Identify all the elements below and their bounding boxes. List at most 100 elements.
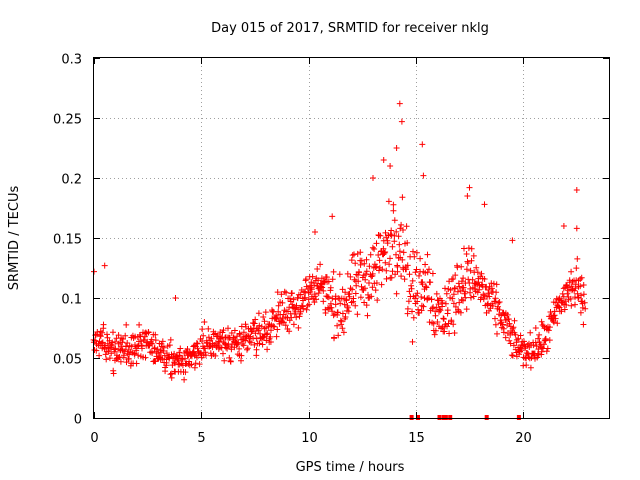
data-point bbox=[137, 338, 144, 345]
data-point bbox=[395, 233, 402, 240]
data-point bbox=[544, 345, 551, 352]
data-point bbox=[485, 290, 492, 297]
data-point bbox=[264, 330, 271, 337]
data-point bbox=[139, 345, 145, 352]
data-point bbox=[177, 345, 184, 352]
data-point bbox=[462, 294, 469, 301]
data-point bbox=[346, 293, 353, 300]
data-point bbox=[119, 339, 126, 346]
data-point bbox=[160, 344, 167, 351]
data-point bbox=[224, 345, 231, 352]
data-point bbox=[580, 321, 587, 328]
data-point bbox=[123, 321, 130, 328]
zero-value-point bbox=[443, 415, 448, 420]
data-point bbox=[99, 339, 106, 346]
data-point bbox=[368, 273, 375, 280]
data-point bbox=[345, 308, 352, 315]
data-point bbox=[423, 284, 430, 291]
data-point bbox=[318, 283, 325, 290]
data-point bbox=[385, 198, 392, 205]
data-point bbox=[492, 315, 498, 322]
data-point bbox=[387, 255, 393, 262]
data-point bbox=[396, 241, 403, 248]
data-point bbox=[550, 319, 557, 326]
data-point bbox=[273, 314, 280, 321]
data-point bbox=[400, 227, 406, 233]
data-point bbox=[273, 333, 280, 340]
data-point bbox=[463, 306, 470, 313]
data-point bbox=[473, 264, 480, 271]
data-point bbox=[428, 296, 435, 303]
data-point bbox=[357, 261, 364, 268]
data-point bbox=[502, 334, 509, 341]
data-point bbox=[237, 331, 244, 338]
data-point bbox=[291, 305, 298, 312]
data-point bbox=[300, 305, 307, 312]
data-point bbox=[413, 266, 420, 273]
data-point bbox=[460, 275, 467, 282]
data-point bbox=[194, 340, 201, 347]
data-point bbox=[538, 348, 545, 355]
data-point bbox=[347, 273, 354, 280]
data-point bbox=[551, 308, 558, 315]
data-point bbox=[171, 359, 178, 366]
data-point bbox=[171, 360, 178, 367]
data-point bbox=[298, 302, 305, 309]
data-point bbox=[366, 263, 373, 270]
data-point bbox=[295, 324, 302, 331]
data-point bbox=[248, 339, 254, 346]
data-point bbox=[401, 276, 408, 283]
data-point bbox=[334, 309, 341, 316]
data-point bbox=[378, 281, 385, 288]
data-point bbox=[440, 315, 447, 322]
data-point bbox=[552, 315, 559, 322]
data-point bbox=[348, 257, 355, 264]
data-point bbox=[329, 213, 336, 220]
data-point bbox=[418, 294, 425, 300]
data-point bbox=[261, 318, 268, 325]
data-point bbox=[481, 201, 488, 208]
data-point bbox=[581, 299, 588, 306]
data-point bbox=[543, 348, 550, 355]
data-point bbox=[437, 307, 444, 314]
data-point bbox=[460, 284, 467, 291]
data-point bbox=[389, 268, 396, 275]
data-point bbox=[510, 324, 517, 331]
data-point bbox=[286, 328, 293, 335]
data-point bbox=[466, 280, 473, 286]
data-point bbox=[532, 325, 539, 331]
data-point bbox=[396, 100, 403, 107]
data-point bbox=[110, 370, 117, 377]
data-point bbox=[289, 290, 295, 297]
data-point bbox=[508, 352, 515, 359]
data-point bbox=[417, 255, 424, 262]
data-point bbox=[312, 293, 319, 300]
data-point bbox=[207, 350, 214, 357]
data-point bbox=[413, 249, 420, 256]
data-point bbox=[367, 251, 374, 258]
data-point bbox=[263, 324, 269, 331]
data-point bbox=[398, 273, 405, 280]
data-point bbox=[512, 331, 519, 338]
data-point bbox=[197, 350, 204, 357]
data-point bbox=[450, 291, 457, 298]
data-point bbox=[236, 345, 243, 352]
data-point bbox=[545, 327, 552, 334]
data-point bbox=[481, 276, 488, 282]
data-point bbox=[172, 295, 179, 301]
data-point bbox=[577, 283, 584, 290]
data-point bbox=[96, 352, 103, 359]
data-point bbox=[546, 337, 553, 344]
data-point bbox=[320, 298, 327, 305]
data-point bbox=[122, 332, 129, 339]
data-point bbox=[362, 271, 369, 277]
data-point bbox=[235, 339, 242, 346]
data-point bbox=[220, 350, 226, 357]
data-point bbox=[568, 302, 575, 309]
data-point bbox=[379, 266, 386, 273]
data-point bbox=[409, 277, 416, 284]
data-point bbox=[328, 304, 335, 311]
data-point bbox=[290, 296, 297, 303]
data-point bbox=[580, 291, 587, 298]
